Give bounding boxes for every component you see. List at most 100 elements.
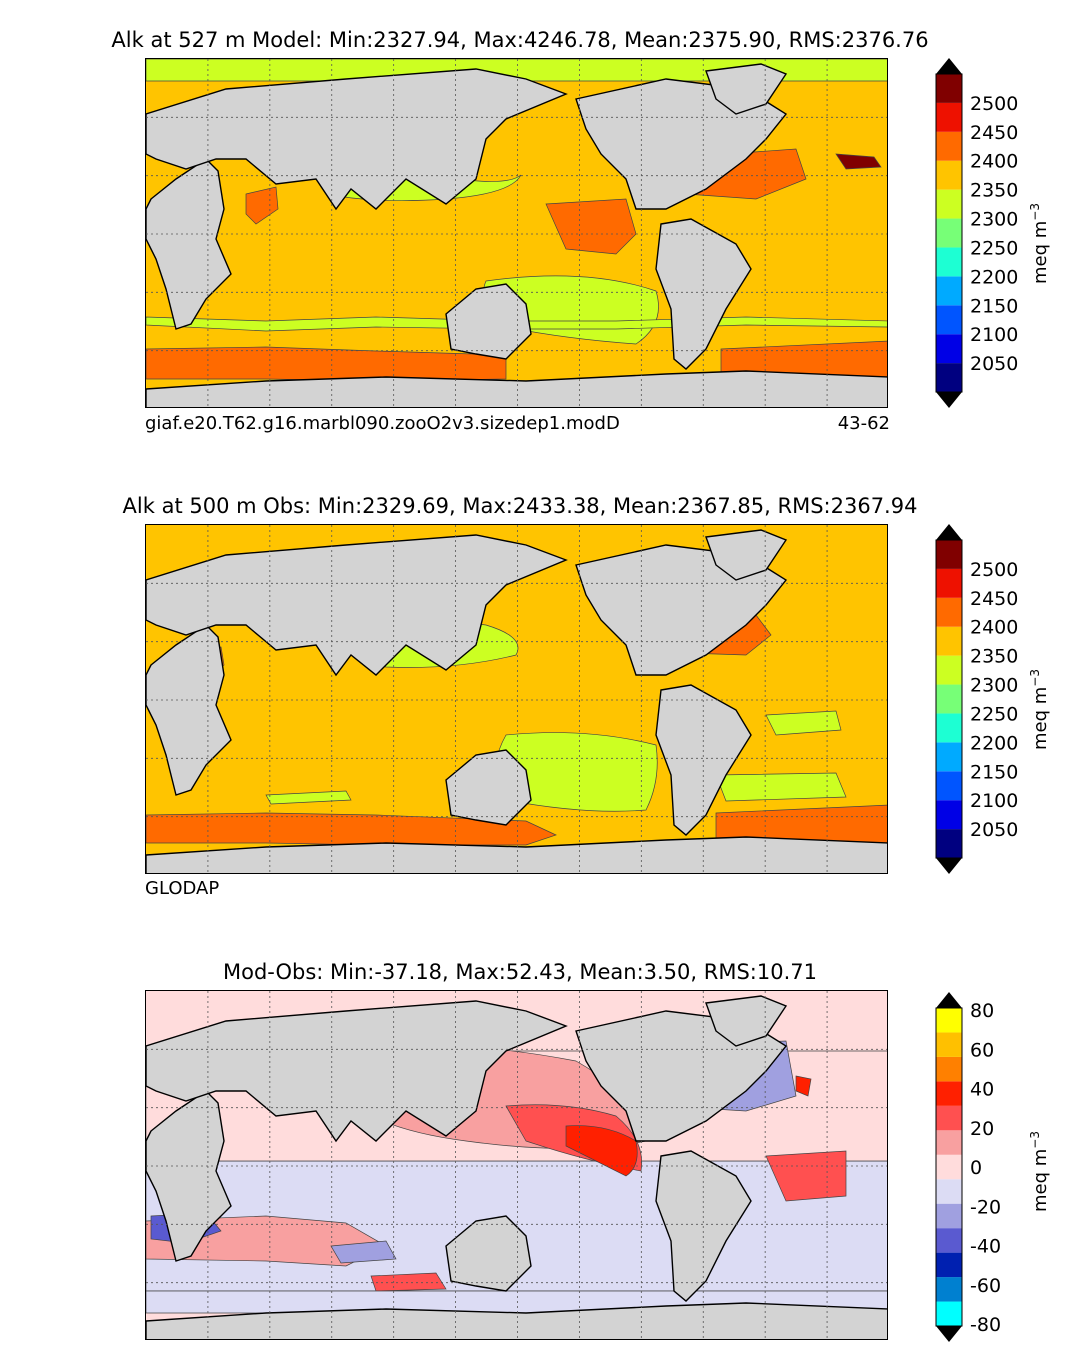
colorbar-band — [936, 1277, 962, 1302]
colorbar-tick-label: 2150 — [970, 761, 1018, 783]
land-africa — [146, 158, 232, 330]
colorbar-tick-label: 40 — [970, 1079, 994, 1101]
colorbar-band — [936, 655, 962, 685]
colorbar-tick-label: 0 — [970, 1157, 982, 1179]
colorbar-unit: meq m−3 — [1028, 1131, 1051, 1212]
land-australia — [445, 749, 532, 826]
colorbar-tick-label: 2050 — [970, 819, 1018, 841]
colorbar-tick-label: -60 — [970, 1275, 1001, 1297]
colorbar-band — [936, 218, 962, 248]
land-europe-asia — [146, 68, 568, 211]
contour-region — [265, 790, 352, 805]
contour-region — [146, 59, 887, 82]
colorbar-band — [936, 74, 962, 103]
colorbar-band — [936, 1301, 962, 1326]
map-obs — [145, 524, 888, 874]
colorbar-tick-label: 2400 — [970, 617, 1018, 639]
colorbar-band — [936, 160, 962, 190]
colorbar-band — [936, 334, 962, 364]
caption-left: GLODAP — [145, 878, 220, 899]
panel-title: Alk at 527 m Model: Min:2327.94, Max:424… — [111, 28, 929, 52]
colorbar-tick-label: 2400 — [970, 151, 1018, 173]
colorbar-band — [936, 597, 962, 627]
land-africa — [146, 1090, 232, 1262]
caption-left: giaf.e20.T62.g16.marbl090.zooO2v3.sizede… — [145, 413, 620, 434]
land-greenland — [705, 995, 788, 1047]
contour-region — [795, 1075, 812, 1097]
colorbar-band — [936, 1252, 962, 1278]
land-greenland — [705, 529, 788, 581]
colorbar-band — [936, 131, 962, 161]
contour-region — [146, 346, 507, 382]
map-model — [145, 58, 888, 408]
colorbar-tick-label: 2300 — [970, 209, 1018, 231]
contour-region — [765, 1150, 847, 1202]
colorbar-tick-label: -20 — [970, 1196, 1001, 1218]
colorbar-band — [936, 1056, 962, 1082]
colorbar-arrow-top — [936, 992, 962, 1008]
land-antarctica — [146, 836, 887, 873]
contour-region — [545, 198, 637, 255]
land-europe-asia — [146, 534, 568, 677]
colorbar-unit: meq m−3 — [1028, 203, 1051, 284]
land-greenland — [705, 63, 788, 115]
colorbar-tick-label: 2100 — [970, 790, 1018, 812]
colorbar-band — [936, 742, 962, 772]
colorbar-band — [936, 1008, 962, 1033]
colorbar-tick-label: 2300 — [970, 675, 1018, 697]
colorbar-band — [936, 540, 962, 569]
colorbar-band — [936, 1154, 962, 1180]
colorbar-tick-label: 2350 — [970, 646, 1018, 668]
colorbar-band — [936, 626, 962, 656]
colorbar-band — [936, 1228, 962, 1253]
colorbar-unit: meq m−3 — [1028, 669, 1051, 750]
contour-region — [330, 1240, 397, 1264]
colorbar-tick-label: 20 — [970, 1118, 994, 1140]
colorbar-tick-label: 2250 — [970, 237, 1018, 259]
caption-right: 43-62 — [837, 413, 890, 434]
colorbar-arrow-top — [936, 58, 962, 74]
colorbar-band — [936, 305, 962, 335]
colorbar-tick-label: 2500 — [970, 93, 1018, 115]
land-antarctica — [146, 370, 887, 407]
colorbar: 80 60 40 20 0 -20 -40 -60 -80 — [935, 992, 1026, 1342]
colorbar-band — [936, 713, 962, 743]
colorbar-tick-label: 2450 — [970, 588, 1018, 610]
colorbar: 2500 2450 2400 2350 2300 2250 2200 2150 2100 2050 — [935, 524, 1026, 874]
land-australia — [445, 1215, 532, 1292]
contour-region — [715, 772, 847, 802]
colorbar-tick-label: -80 — [970, 1314, 1001, 1336]
colorbar-band — [936, 1081, 962, 1106]
colorbar-band — [936, 247, 962, 277]
contour-region — [245, 186, 279, 225]
colorbar-tick-label: 2200 — [970, 732, 1018, 754]
colorbar-band — [936, 102, 962, 132]
panel-title: Mod-Obs: Min:-37.18, Max:52.43, Mean:3.5… — [223, 960, 817, 984]
colorbar-arrow-top — [936, 524, 962, 540]
colorbar-band — [936, 1179, 962, 1204]
colorbar-arrow-bottom — [936, 392, 962, 408]
panel-title: Alk at 500 m Obs: Min:2329.69, Max:2433.… — [122, 494, 918, 518]
contour-region — [835, 153, 882, 170]
colorbar-arrow-bottom — [936, 858, 962, 874]
colorbar-tick-label: 2100 — [970, 324, 1018, 346]
land-antarctica — [146, 1302, 887, 1339]
colorbar-band — [936, 1032, 962, 1057]
colorbar-tick-label: 2200 — [970, 266, 1018, 288]
colorbar-tick-label: 2500 — [970, 559, 1018, 581]
colorbar-band — [936, 1203, 962, 1229]
contour-region — [146, 812, 557, 846]
land-europe-asia — [146, 1000, 568, 1143]
colorbar-tick-label: 2450 — [970, 122, 1018, 144]
colorbar-band — [936, 276, 962, 306]
colorbar-band — [936, 771, 962, 801]
colorbar-tick-label: 2250 — [970, 703, 1018, 725]
colorbar-tick-label: 60 — [970, 1039, 994, 1061]
land-africa — [146, 624, 232, 796]
contour-region — [565, 1125, 638, 1177]
map-diff — [145, 990, 888, 1340]
contour-region — [370, 1272, 447, 1292]
colorbar-tick-label: -40 — [970, 1236, 1001, 1258]
colorbar-tick-label: 2350 — [970, 180, 1018, 202]
colorbar-band — [936, 189, 962, 219]
